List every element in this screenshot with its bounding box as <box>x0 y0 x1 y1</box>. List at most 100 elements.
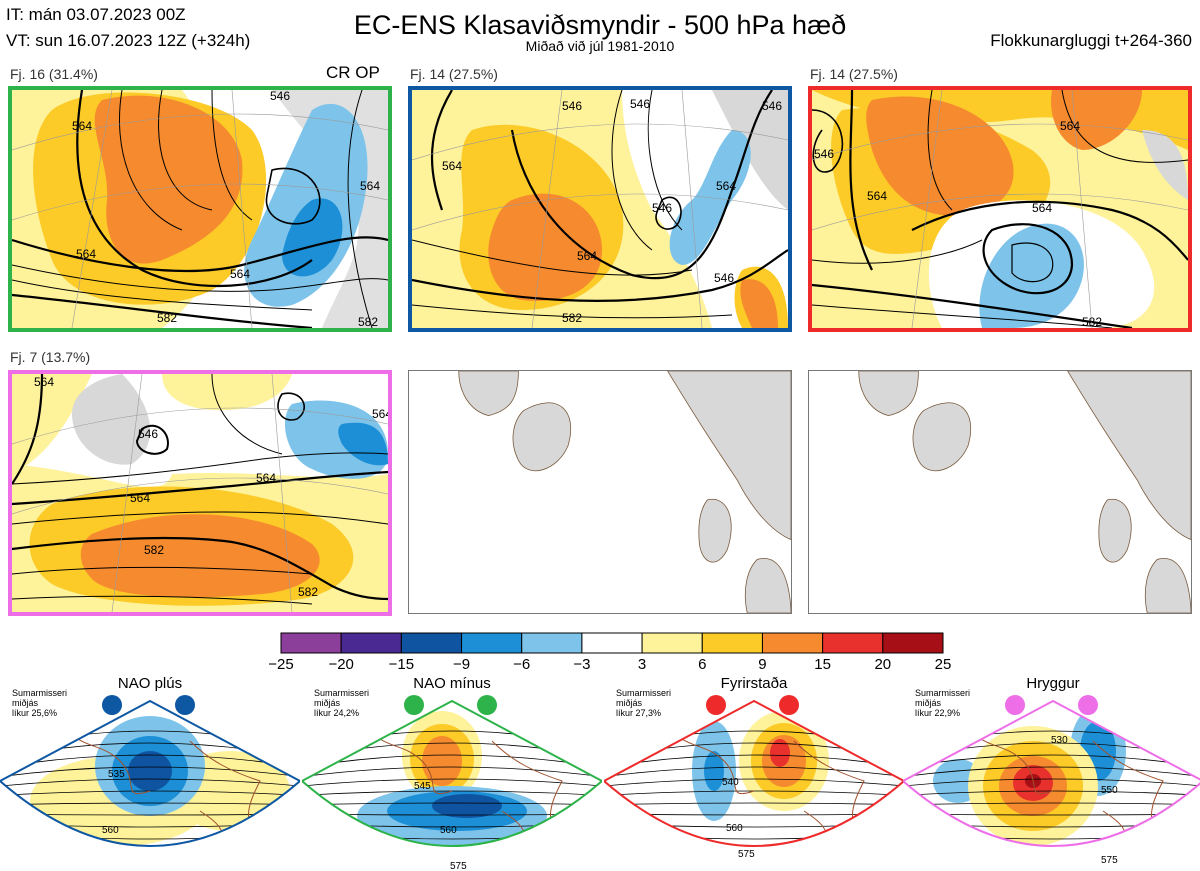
cluster-map-4: 564 546 564 564 582 582 564 <box>8 370 392 616</box>
regime-contour-label: 560 <box>102 825 119 836</box>
cluster-label-2: Fj. 14 (27.5%) <box>410 66 498 82</box>
colorbar-tick-label: −9 <box>452 656 471 673</box>
contour-label: 546 <box>762 99 782 113</box>
regime-marker-dot <box>1078 695 1098 715</box>
regime-title: Hryggur <box>1026 675 1080 692</box>
colorbar-swatch <box>822 632 884 654</box>
colorbar-swatch <box>521 632 583 654</box>
regime-note: Sumarmisseri miðjás líkur 27,3% <box>616 688 672 718</box>
page-title: EC-ENS Klasaviðsmyndir - 500 hPa hæð <box>353 10 847 40</box>
contour-label: 564 <box>372 407 388 421</box>
page-subtitle: Miðað við júl 1981-2010 <box>525 38 675 54</box>
colorbar-tick-label: 25 <box>934 656 952 673</box>
colorbar-tick-label: 15 <box>814 656 831 673</box>
regime-marker-dot <box>102 695 122 715</box>
height-contour <box>604 778 904 788</box>
height-contour <box>302 766 602 779</box>
regime-map: 545 560 575 <box>302 695 602 871</box>
classification-window: Flokkunargluggi t+264-360 <box>990 31 1192 50</box>
height-contour <box>604 802 904 806</box>
regime-marker-dot <box>1005 695 1025 715</box>
regime-contour-label: 550 <box>1101 785 1118 796</box>
colorbar-swatch <box>581 632 643 654</box>
contour-label: 564 <box>130 491 150 505</box>
colorbar-swatch <box>400 632 463 654</box>
regime-contour-label: 540 <box>722 777 739 788</box>
regime-marker-dot <box>175 695 195 715</box>
regime-title: NAO plús <box>117 675 183 692</box>
colorbar-tick-label: −15 <box>388 656 415 673</box>
anomaly-shading <box>432 794 502 818</box>
contour-label: 582 <box>157 311 177 325</box>
anomaly-shading <box>770 739 790 767</box>
regime-marker-dot <box>404 695 424 715</box>
colorbar-swatch <box>761 632 824 654</box>
contour-label: 546 <box>714 271 734 285</box>
contour-label: 582 <box>144 543 164 557</box>
contour-label: 564 <box>256 471 276 485</box>
colorbar-tick-label: 20 <box>874 656 892 673</box>
contour-label: 564 <box>577 249 597 263</box>
regime-note: Sumarmisseri miðjás líkur 25,6% <box>12 688 68 718</box>
empty-map-6 <box>808 370 1192 614</box>
regime-contour-label: 560 <box>440 825 457 836</box>
height-contour <box>0 766 300 779</box>
contour-label: 564 <box>867 189 887 203</box>
cluster-map-3: 564 546 564 564 582 <box>808 86 1192 332</box>
contour-label: 546 <box>138 427 158 441</box>
contour-label: 564 <box>1032 201 1052 215</box>
cluster-extra-1: CR OP <box>326 63 380 82</box>
regime-outline <box>903 699 1200 847</box>
regime-map: 530 550 575 <box>903 695 1200 866</box>
regime-contour-label: 560 <box>726 823 743 834</box>
height-contour <box>903 850 1200 863</box>
contour-label: 582 <box>1082 315 1102 328</box>
regime-map: 540 560 575 <box>604 695 904 860</box>
contour-label: 564 <box>230 267 250 281</box>
anomaly-shading <box>422 736 462 786</box>
cluster-label-1: Fj. 16 (31.4%) <box>10 66 98 82</box>
contour-label: 546 <box>814 147 834 161</box>
contour-label: 582 <box>562 311 582 325</box>
contour-label: 564 <box>76 247 96 261</box>
contour-label: 564 <box>442 159 462 173</box>
regime-map: 535 560 <box>0 695 300 847</box>
contour-label: 564 <box>1060 119 1080 133</box>
colorbar-tick-label: −6 <box>513 656 531 673</box>
valid-time: VT: sun 16.07.2023 12Z (+324h) <box>6 31 251 50</box>
colorbar-swatch <box>461 632 523 654</box>
height-contour <box>0 802 300 806</box>
regime-marker-dot <box>779 695 799 715</box>
contour-label: 582 <box>358 315 378 328</box>
regime-contour-label: 575 <box>738 849 755 860</box>
initial-time: IT: mán 03.07.2023 00Z <box>6 5 186 24</box>
colorbar-swatch <box>701 632 763 654</box>
anomaly-shading <box>128 751 172 791</box>
regime-outline <box>302 699 602 847</box>
regime-contour-label: 575 <box>1101 855 1118 866</box>
colorbar-swatch <box>882 632 944 654</box>
height-contour <box>903 766 1200 779</box>
regime-marker-dot <box>706 695 726 715</box>
regime-note: Sumarmisseri miðjás líkur 22,9% <box>915 688 971 718</box>
contour-label: 546 <box>630 97 650 111</box>
colorbar-tick-label: 6 <box>698 656 707 673</box>
anomaly-shading <box>704 751 724 791</box>
regime-contour-label: 575 <box>450 861 467 871</box>
contour-label: 564 <box>360 179 380 193</box>
regime-title: Fyrirstaða <box>720 675 788 692</box>
regime-contour-label: 530 <box>1051 735 1068 746</box>
contour-label: 546 <box>270 90 290 103</box>
contour-label: 564 <box>34 375 54 389</box>
regime-contour-label: 535 <box>108 769 125 780</box>
colorbar-swatch <box>641 632 703 654</box>
regime-marker-dot <box>477 695 497 715</box>
height-contour <box>302 778 602 788</box>
anomaly-shading <box>1003 850 1033 862</box>
regime-note: Sumarmisseri miðjás líkur 24,2% <box>314 688 370 718</box>
height-contour <box>604 766 904 779</box>
height-contour <box>0 778 300 788</box>
contour-label: 582 <box>298 585 318 599</box>
height-contour <box>903 778 1200 788</box>
colorbar-tick-label: −20 <box>328 656 354 673</box>
